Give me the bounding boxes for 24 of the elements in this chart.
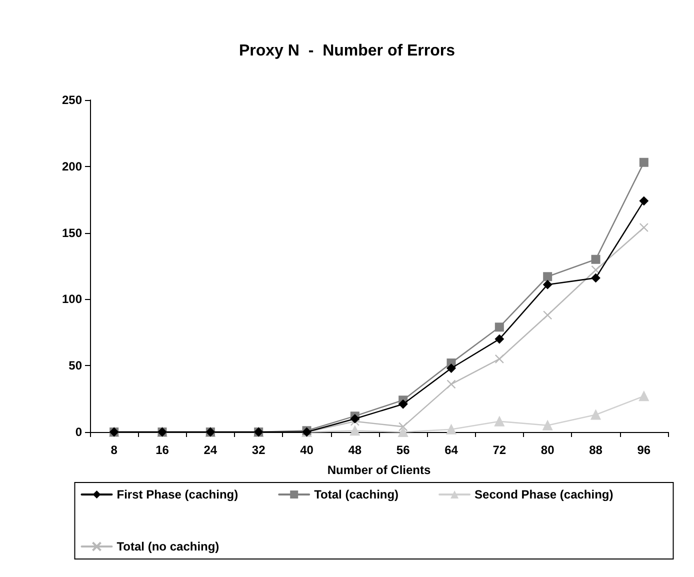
x-tick-label: 48 <box>348 443 362 457</box>
x-tick-label: 16 <box>156 443 170 457</box>
chart-title: Proxy N - Number of Errors <box>238 42 456 60</box>
legend-label: Total (no caching) <box>116 540 220 554</box>
x-tick-label: 80 <box>540 443 555 457</box>
x-tick-label: 24 <box>204 443 218 457</box>
y-tick-label: 0 <box>75 425 82 439</box>
x-tick-label: 72 <box>492 443 506 457</box>
legend-label: First Phase (caching) <box>116 488 238 502</box>
x-tick-label: 8 <box>110 443 118 457</box>
y-tick-label: 200 <box>62 159 82 174</box>
legend-label: Total (caching) <box>314 488 399 502</box>
y-tick-label: 150 <box>62 226 82 240</box>
y-tick-label: 50 <box>68 358 82 373</box>
legend-label: Second Phase (caching) <box>474 488 614 502</box>
x-tick-label: 56 <box>396 443 410 457</box>
x-tick-label: 40 <box>300 443 314 457</box>
x-tick-label: 88 <box>589 443 603 457</box>
y-tick-label: 100 <box>62 292 82 306</box>
x-tick-label: 96 <box>637 443 651 457</box>
y-tick-label: 250 <box>62 93 82 107</box>
x-tick-label: 64 <box>444 443 458 457</box>
x-tick-label: 32 <box>252 443 266 457</box>
x-axis-title: Number of Clients <box>327 463 431 477</box>
